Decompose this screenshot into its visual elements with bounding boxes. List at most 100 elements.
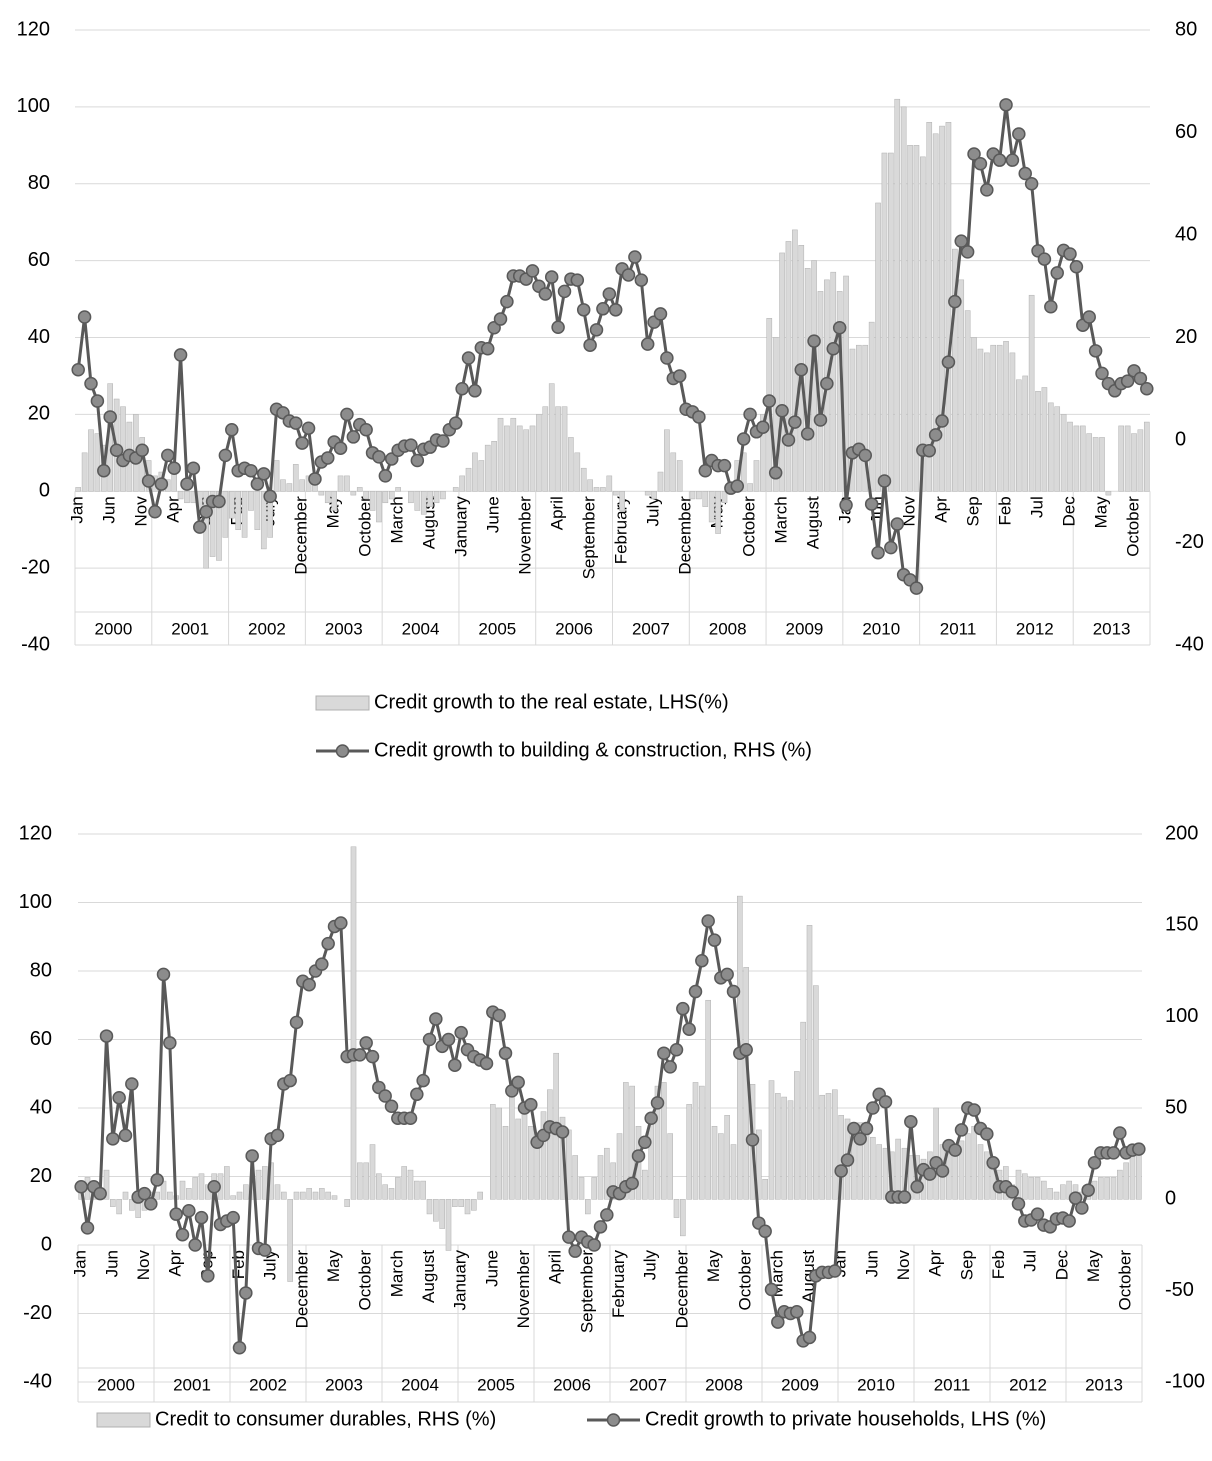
x-tick-label: October <box>736 1250 755 1311</box>
x-tick-label: February <box>612 496 631 565</box>
line-marker <box>1037 252 1052 266</box>
bar <box>331 1195 338 1200</box>
line-marker <box>125 1077 139 1091</box>
bar <box>894 98 901 492</box>
line-marker <box>834 1164 848 1178</box>
bar <box>676 460 683 492</box>
line-marker <box>258 1243 272 1257</box>
bar <box>254 491 261 530</box>
bar <box>1034 1177 1041 1200</box>
y-tick-label: -20 <box>21 556 50 578</box>
line-marker <box>650 1096 665 1110</box>
bar <box>932 133 939 492</box>
line-marker <box>935 1164 950 1178</box>
line-marker <box>1024 177 1039 191</box>
line-marker <box>1087 1156 1102 1170</box>
x-tick-label: Nov <box>894 1250 913 1281</box>
x-tick-label: Dec <box>1059 496 1078 527</box>
bar <box>179 1180 186 1200</box>
bar <box>1117 1169 1123 1200</box>
line-marker <box>621 268 636 282</box>
y-tick-label: 80 <box>30 959 52 981</box>
bar <box>319 1188 325 1200</box>
year-label: 2012 <box>1009 1375 1047 1394</box>
line-marker <box>800 427 815 441</box>
line-marker <box>538 287 553 301</box>
line-marker <box>308 472 322 486</box>
bar <box>907 145 913 492</box>
bar <box>597 1155 604 1200</box>
line-marker <box>583 338 597 352</box>
x-tick-label: March <box>387 1250 406 1297</box>
bar <box>868 321 875 492</box>
bar <box>1129 1155 1136 1200</box>
bar <box>730 1144 737 1200</box>
bar <box>689 491 696 500</box>
line-marker <box>207 1180 221 1194</box>
bar <box>711 1126 718 1200</box>
line-marker <box>904 1114 918 1129</box>
year-label: 2004 <box>401 1375 439 1394</box>
bar <box>395 487 401 492</box>
year-label: 2000 <box>97 1375 135 1394</box>
line-marker <box>167 461 181 475</box>
x-tick-label: Feb <box>996 496 1015 525</box>
line-marker <box>384 1099 399 1114</box>
line-marker <box>986 1156 1000 1170</box>
line-marker <box>144 1197 158 1211</box>
bar <box>491 441 497 492</box>
bar <box>222 491 229 538</box>
bar <box>306 1188 312 1200</box>
line-marker <box>859 1121 874 1136</box>
line-marker <box>492 1008 506 1023</box>
year-label: 2000 <box>94 619 132 638</box>
bar <box>857 1122 863 1200</box>
line-marker <box>403 1111 418 1126</box>
bar <box>337 475 344 492</box>
year-label: 2009 <box>781 1375 819 1394</box>
line-marker <box>672 369 687 383</box>
line-marker <box>1132 1142 1146 1156</box>
line-marker <box>954 1123 969 1137</box>
line-marker <box>897 1190 912 1204</box>
bar <box>965 1133 971 1200</box>
bar <box>426 1199 433 1215</box>
line-marker <box>1133 371 1148 386</box>
line-marker <box>315 957 329 971</box>
line-marker <box>103 410 117 424</box>
bar <box>243 1184 249 1200</box>
line-marker <box>199 505 213 519</box>
bar <box>420 491 427 515</box>
bar <box>600 487 606 492</box>
line-marker <box>771 1315 785 1329</box>
line-marker <box>669 1043 684 1057</box>
bar <box>1053 1191 1060 1200</box>
bar <box>177 491 184 500</box>
x-tick-label: March <box>772 496 791 543</box>
bar <box>1041 1180 1047 1200</box>
bar <box>876 1144 882 1200</box>
bar <box>408 491 414 504</box>
x-tick-label: November <box>514 1250 533 1329</box>
bar <box>1060 1184 1066 1200</box>
line-marker <box>525 264 540 278</box>
line-marker <box>941 355 956 369</box>
line-marker <box>378 1089 392 1103</box>
x-tick-label: December <box>672 1250 691 1329</box>
year-label: 2006 <box>553 1375 591 1394</box>
bar <box>427 491 433 507</box>
bar <box>804 268 811 492</box>
line-marker <box>493 312 508 326</box>
bar <box>490 1104 496 1200</box>
bar <box>1060 414 1067 492</box>
bar <box>356 487 363 492</box>
bar <box>122 1191 129 1200</box>
bar <box>667 1133 673 1200</box>
line-marker <box>186 461 201 475</box>
line-marker <box>524 1097 538 1112</box>
x-tick-label: July <box>641 1250 660 1281</box>
x-tick-label: May <box>1091 496 1110 529</box>
x-tick-label: September <box>580 496 599 579</box>
x-tick-label: May <box>324 1250 343 1283</box>
line-marker <box>1063 247 1077 261</box>
